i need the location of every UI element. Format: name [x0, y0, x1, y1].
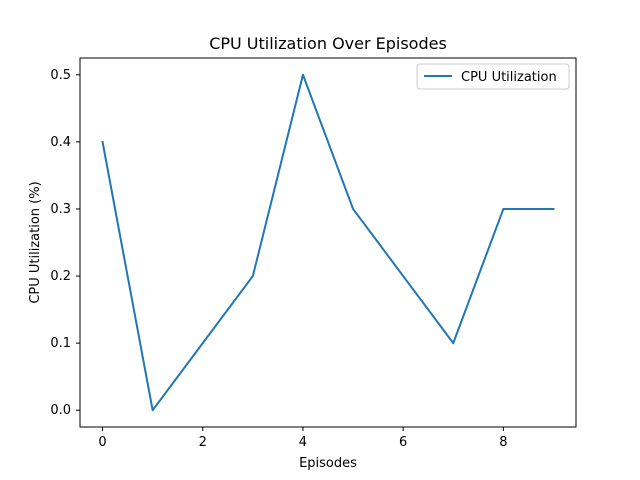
x-tick-label: 6 — [399, 435, 407, 450]
y-axis: 0.0 0.1 0.2 0.3 0.4 0.5 — [50, 68, 80, 418]
plot-area — [79, 57, 577, 428]
y-tick-label: 0.5 — [50, 68, 71, 83]
y-tick-label: 0.2 — [50, 269, 71, 284]
y-tick-label: 0.4 — [50, 135, 71, 150]
x-tick-label: 4 — [299, 435, 307, 450]
x-tick-label: 2 — [199, 435, 207, 450]
series-line-cpu-utilization — [101, 73, 555, 412]
x-tick-label: 0 — [98, 435, 106, 450]
y-tick-label: 0.0 — [50, 403, 71, 418]
y-tick-label: 0.1 — [50, 336, 71, 351]
x-axis: 0 2 4 6 8 — [98, 427, 507, 450]
legend-label: CPU Utilization — [461, 70, 557, 85]
y-axis-label: CPU Utilization (%) — [28, 181, 43, 303]
legend-box — [416, 63, 570, 90]
legend: CPU Utilization — [416, 63, 570, 90]
x-axis-label: Episodes — [299, 456, 357, 471]
series-layer — [101, 73, 555, 412]
x-tick-label: 8 — [499, 435, 507, 450]
chart-title: CPU Utilization Over Episodes — [209, 34, 447, 53]
y-tick-label: 0.3 — [50, 202, 71, 217]
